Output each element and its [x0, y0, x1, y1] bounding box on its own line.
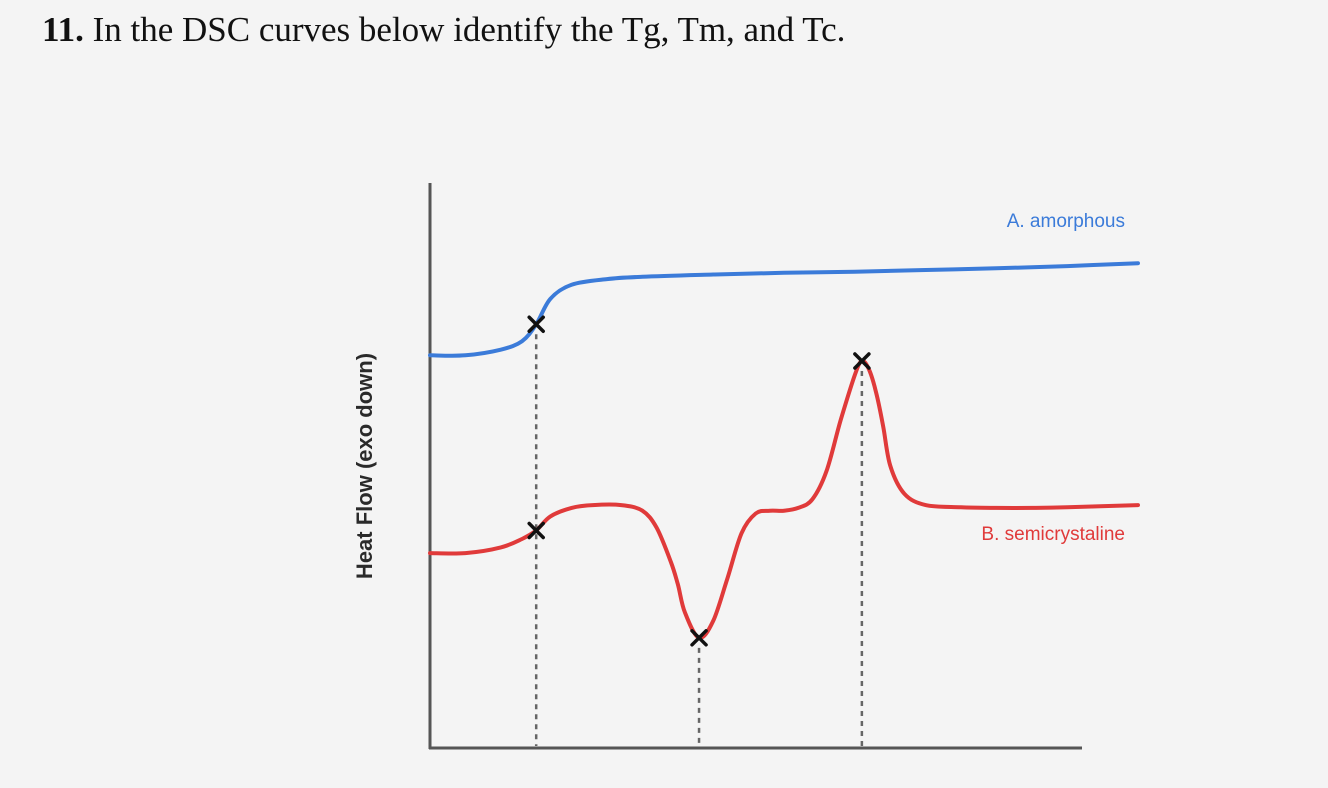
x-marker-1 [527, 315, 545, 333]
series-line-amorphous [428, 261, 1140, 358]
series-label-amorphous: A. amorphous [1007, 211, 1125, 232]
question-number: 11. [42, 10, 84, 49]
x-marker-4 [853, 352, 871, 370]
series-label-semicrystaline: B. semicrystaline [981, 524, 1125, 545]
x-marker-2 [527, 521, 545, 540]
x-marker-3 [690, 629, 708, 647]
question-text: 11. In the DSC curves below identify the… [42, 10, 845, 50]
drop-lines [534, 334, 864, 746]
y-axis-label: Heat Flow (exo down) [352, 353, 377, 579]
question-body: In the DSC curves below identify the Tg,… [92, 10, 846, 49]
marker-layer [527, 315, 871, 647]
series-line-semicrystaline [428, 358, 1140, 640]
axes [428, 183, 1082, 750]
series-layer [428, 261, 1140, 640]
